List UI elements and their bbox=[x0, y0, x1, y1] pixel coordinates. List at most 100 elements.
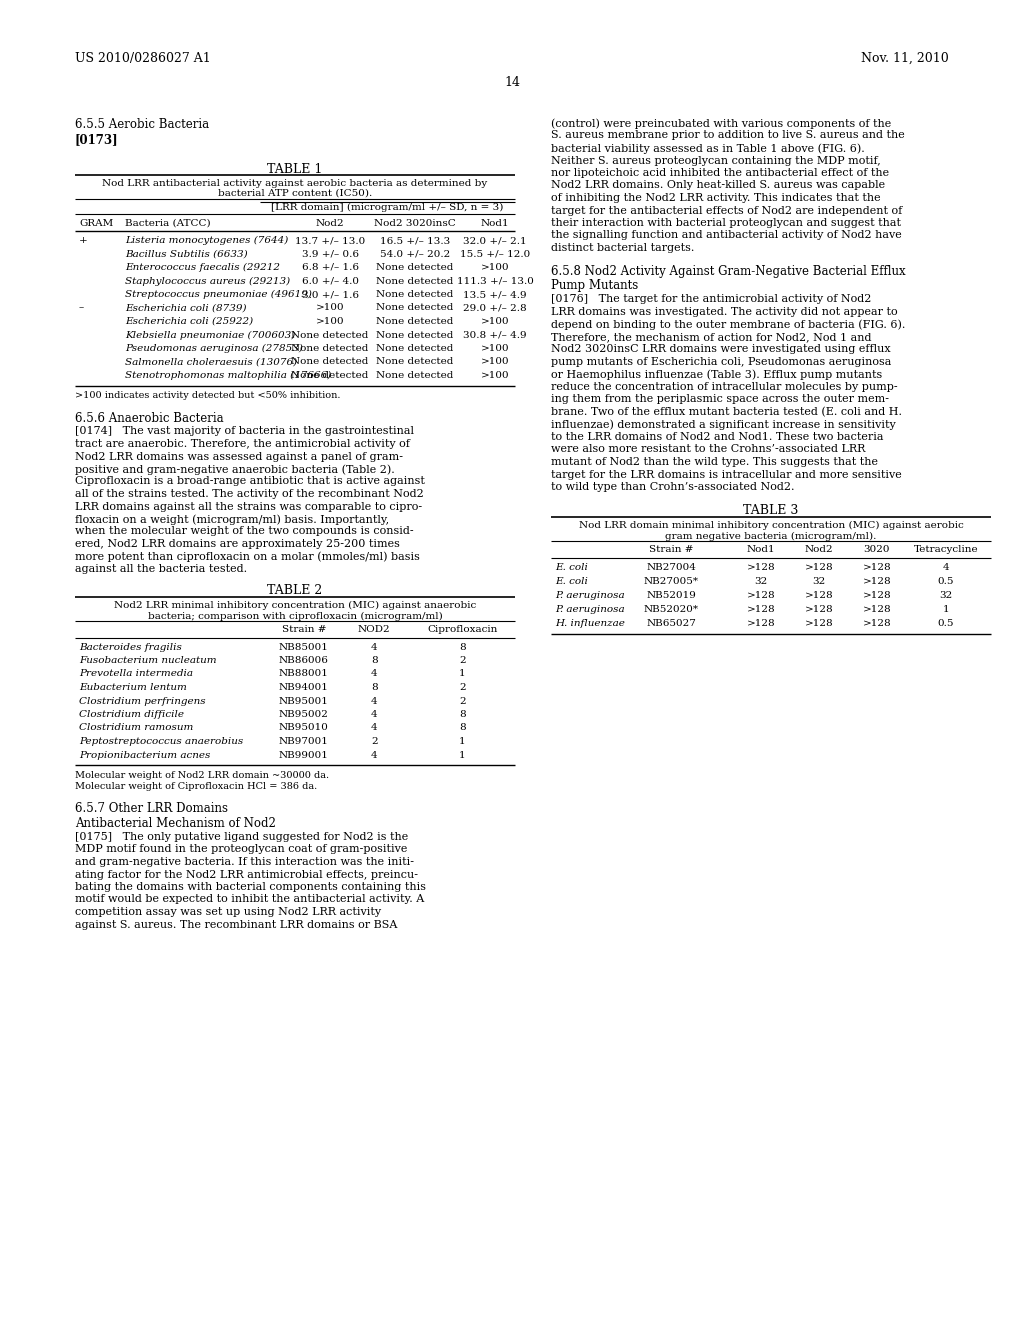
Text: Nod2: Nod2 bbox=[315, 219, 344, 228]
Text: NB95002: NB95002 bbox=[279, 710, 329, 719]
Text: NB86006: NB86006 bbox=[279, 656, 329, 665]
Text: depend on binding to the outer membrane of bacteria (FIG. 6).: depend on binding to the outer membrane … bbox=[551, 319, 905, 330]
Text: NB99001: NB99001 bbox=[279, 751, 329, 759]
Text: TABLE 3: TABLE 3 bbox=[743, 504, 799, 517]
Text: Nod LRR domain minimal inhibitory concentration (MIC) against aerobic: Nod LRR domain minimal inhibitory concen… bbox=[579, 520, 964, 529]
Text: [0176]   The target for the antimicrobial activity of Nod2: [0176] The target for the antimicrobial … bbox=[551, 294, 871, 305]
Text: 4: 4 bbox=[371, 710, 378, 719]
Text: Molecular weight of Ciprofloxacin HCl = 386 da.: Molecular weight of Ciprofloxacin HCl = … bbox=[75, 781, 317, 791]
Text: 32.0 +/– 2.1: 32.0 +/– 2.1 bbox=[463, 236, 526, 246]
Text: E. coli: E. coli bbox=[555, 562, 588, 572]
Text: Nod2 LRR domains. Only heat-killed S. aureus was capable: Nod2 LRR domains. Only heat-killed S. au… bbox=[551, 181, 885, 190]
Text: >128: >128 bbox=[746, 619, 775, 627]
Text: their interaction with bacterial proteoglycan and suggest that: their interaction with bacterial proteog… bbox=[551, 218, 901, 228]
Text: None detected: None detected bbox=[376, 304, 454, 313]
Text: bacterial ATP content (IC50).: bacterial ATP content (IC50). bbox=[218, 189, 372, 198]
Text: Neither S. aureus proteoglycan containing the MDP motif,: Neither S. aureus proteoglycan containin… bbox=[551, 156, 881, 165]
Text: >128: >128 bbox=[805, 605, 834, 614]
Text: distinct bacterial targets.: distinct bacterial targets. bbox=[551, 243, 694, 253]
Text: target for the antibacterial effects of Nod2 are independent of: target for the antibacterial effects of … bbox=[551, 206, 902, 215]
Text: >100: >100 bbox=[480, 371, 509, 380]
Text: >100: >100 bbox=[315, 317, 344, 326]
Text: of inhibiting the Nod2 LRR activity. This indicates that the: of inhibiting the Nod2 LRR activity. Thi… bbox=[551, 193, 881, 203]
Text: NB95001: NB95001 bbox=[279, 697, 329, 705]
Text: 4: 4 bbox=[371, 697, 378, 705]
Text: Nov. 11, 2010: Nov. 11, 2010 bbox=[861, 51, 949, 65]
Text: 4: 4 bbox=[371, 643, 378, 652]
Text: E. coli: E. coli bbox=[555, 577, 588, 586]
Text: LRR domains against all the strains was comparable to cipro-: LRR domains against all the strains was … bbox=[75, 502, 422, 511]
Text: MDP motif found in the proteoglycan coat of gram-positive: MDP motif found in the proteoglycan coat… bbox=[75, 845, 408, 854]
Text: Antibacterial Mechanism of Nod2: Antibacterial Mechanism of Nod2 bbox=[75, 817, 275, 830]
Text: None detected: None detected bbox=[376, 330, 454, 339]
Text: when the molecular weight of the two compounds is consid-: when the molecular weight of the two com… bbox=[75, 527, 414, 536]
Text: NB27005*: NB27005* bbox=[643, 577, 698, 586]
Text: 6.8 +/– 1.6: 6.8 +/– 1.6 bbox=[301, 263, 358, 272]
Text: to wild type than Crohn’s-associated Nod2.: to wild type than Crohn’s-associated Nod… bbox=[551, 482, 795, 492]
Text: 3.9 +/– 0.6: 3.9 +/– 0.6 bbox=[301, 249, 358, 259]
Text: 1: 1 bbox=[459, 737, 466, 746]
Text: [0175]   The only putative ligand suggested for Nod2 is the: [0175] The only putative ligand suggeste… bbox=[75, 832, 409, 842]
Text: (control) were preincubated with various components of the: (control) were preincubated with various… bbox=[551, 117, 891, 128]
Text: >128: >128 bbox=[862, 605, 891, 614]
Text: >100: >100 bbox=[480, 345, 509, 352]
Text: Stenotrophomonas maltophilia (17666): Stenotrophomonas maltophilia (17666) bbox=[125, 371, 331, 380]
Text: against all the bacteria tested.: against all the bacteria tested. bbox=[75, 564, 247, 574]
Text: 16.5 +/– 13.3: 16.5 +/– 13.3 bbox=[380, 236, 451, 246]
Text: 1: 1 bbox=[459, 669, 466, 678]
Text: Molecular weight of Nod2 LRR domain ~30000 da.: Molecular weight of Nod2 LRR domain ~300… bbox=[75, 771, 329, 780]
Text: >100: >100 bbox=[480, 317, 509, 326]
Text: 0.5: 0.5 bbox=[938, 619, 954, 627]
Text: 30.8 +/– 4.9: 30.8 +/– 4.9 bbox=[463, 330, 526, 339]
Text: LRR domains was investigated. The activity did not appear to: LRR domains was investigated. The activi… bbox=[551, 308, 898, 317]
Text: ing them from the periplasmic space across the outer mem-: ing them from the periplasmic space acro… bbox=[551, 395, 889, 404]
Text: NB95010: NB95010 bbox=[279, 723, 329, 733]
Text: 4: 4 bbox=[371, 669, 378, 678]
Text: 2: 2 bbox=[459, 656, 466, 665]
Text: None detected: None detected bbox=[376, 290, 454, 300]
Text: S. aureus membrane prior to addition to live S. aureus and the: S. aureus membrane prior to addition to … bbox=[551, 131, 905, 140]
Text: and gram-negative bacteria. If this interaction was the initi-: and gram-negative bacteria. If this inte… bbox=[75, 857, 414, 867]
Text: Clostridium difficile: Clostridium difficile bbox=[79, 710, 184, 719]
Text: Therefore, the mechanism of action for Nod2, Nod 1 and: Therefore, the mechanism of action for N… bbox=[551, 333, 871, 342]
Text: [0173]: [0173] bbox=[75, 133, 119, 147]
Text: >100: >100 bbox=[480, 263, 509, 272]
Text: 32: 32 bbox=[812, 577, 825, 586]
Text: TABLE 2: TABLE 2 bbox=[267, 585, 323, 598]
Text: 4: 4 bbox=[371, 723, 378, 733]
Text: NB65027: NB65027 bbox=[646, 619, 696, 627]
Text: Clostridium ramosum: Clostridium ramosum bbox=[79, 723, 194, 733]
Text: TABLE 1: TABLE 1 bbox=[267, 162, 323, 176]
Text: 32: 32 bbox=[755, 577, 768, 586]
Text: Nod2 LRR minimal inhibitory concentration (MIC) against anaerobic: Nod2 LRR minimal inhibitory concentratio… bbox=[114, 601, 476, 610]
Text: 1: 1 bbox=[459, 751, 466, 759]
Text: None detected: None detected bbox=[376, 276, 454, 285]
Text: NB52019: NB52019 bbox=[646, 590, 696, 599]
Text: [0174]   The vast majority of bacteria in the gastrointestinal: [0174] The vast majority of bacteria in … bbox=[75, 426, 414, 437]
Text: 2: 2 bbox=[459, 682, 466, 692]
Text: Bacillus Subtilis (6633): Bacillus Subtilis (6633) bbox=[125, 249, 248, 259]
Text: None detected: None detected bbox=[376, 263, 454, 272]
Text: [LRR domain] (microgram/ml +/– SD, n = 3): [LRR domain] (microgram/ml +/– SD, n = 3… bbox=[271, 203, 504, 213]
Text: Bacteria (ATCC): Bacteria (ATCC) bbox=[125, 219, 211, 228]
Text: GRAM: GRAM bbox=[79, 219, 114, 228]
Text: gram negative bacteria (microgram/ml).: gram negative bacteria (microgram/ml). bbox=[666, 532, 877, 541]
Text: 6.5.8 Nod2 Activity Against Gram-Negative Bacterial Efflux: 6.5.8 Nod2 Activity Against Gram-Negativ… bbox=[551, 265, 905, 279]
Text: 6.0 +/– 4.0: 6.0 +/– 4.0 bbox=[301, 276, 358, 285]
Text: H. influenzae: H. influenzae bbox=[555, 619, 625, 627]
Text: >128: >128 bbox=[805, 619, 834, 627]
Text: None detected: None detected bbox=[376, 358, 454, 367]
Text: P. aeruginosa: P. aeruginosa bbox=[555, 605, 625, 614]
Text: Clostridium perfringens: Clostridium perfringens bbox=[79, 697, 206, 705]
Text: 54.0 +/– 20.2: 54.0 +/– 20.2 bbox=[380, 249, 451, 259]
Text: None detected: None detected bbox=[291, 330, 369, 339]
Text: Pump Mutants: Pump Mutants bbox=[551, 279, 638, 292]
Text: 14: 14 bbox=[504, 77, 520, 88]
Text: floxacin on a weight (microgram/ml) basis. Importantly,: floxacin on a weight (microgram/ml) basi… bbox=[75, 513, 389, 524]
Text: 111.3 +/– 13.0: 111.3 +/– 13.0 bbox=[457, 276, 534, 285]
Text: ered, Nod2 LRR domains are approximately 25-200 times: ered, Nod2 LRR domains are approximately… bbox=[75, 539, 400, 549]
Text: 8: 8 bbox=[459, 643, 466, 652]
Text: competition assay was set up using Nod2 LRR activity: competition assay was set up using Nod2 … bbox=[75, 907, 381, 917]
Text: ating factor for the Nod2 LRR antimicrobial effects, preincu-: ating factor for the Nod2 LRR antimicrob… bbox=[75, 870, 418, 879]
Text: >128: >128 bbox=[805, 562, 834, 572]
